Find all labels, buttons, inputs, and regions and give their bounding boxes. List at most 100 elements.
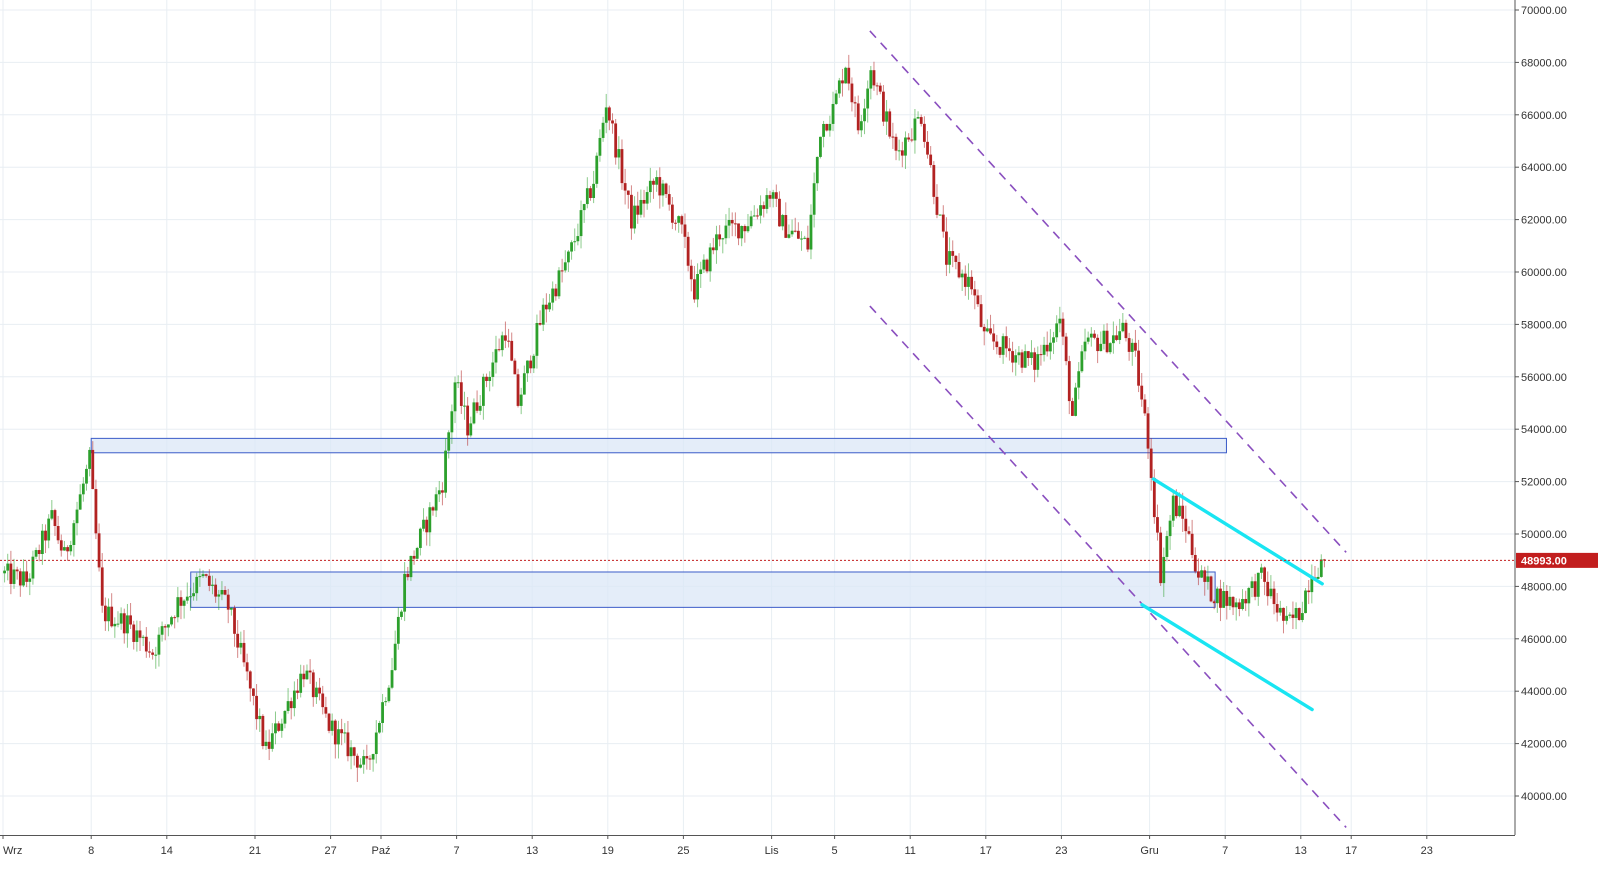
candle-down [850,83,854,103]
candle-down [689,265,693,280]
price-tick-label: 48000.00 [1521,581,1567,593]
candle-up [1102,330,1106,344]
candle-up [1241,598,1244,610]
candle-down [680,216,684,225]
candle-up [195,576,199,594]
candle-down [941,214,945,232]
candle-up [185,596,189,601]
candle-down [144,636,148,652]
candle-up [759,205,762,216]
candle-up [450,411,454,433]
candle-up [481,376,485,406]
candle-down [252,688,255,696]
candle-up [598,137,602,156]
candle-down [1190,533,1194,555]
candle-down [1253,581,1257,597]
candle-up [81,483,85,495]
candle-up [500,335,504,351]
candle-up [1083,341,1087,352]
candle-up [904,137,907,156]
candle-down [1237,602,1241,610]
candle-up [1256,572,1260,597]
candle-up [378,722,381,733]
candle-up [822,123,825,137]
candle-up [765,195,769,209]
candle-down [1187,531,1191,534]
candle-up [815,156,819,184]
price-tick-label: 62000.00 [1521,215,1567,227]
time-tick-label: Paź [372,845,391,857]
candle-up [292,690,296,709]
candle-down [255,695,258,720]
candle-down [412,555,416,559]
candle-up [387,687,391,702]
candle-down [296,690,299,693]
candle-up [264,741,268,747]
candle-up [1080,351,1084,372]
time-tick-label: 27 [324,845,336,857]
candle-down [1272,588,1276,605]
candle-down [507,340,510,342]
candle-up [702,259,706,270]
candle-up [447,432,451,451]
candle-down [1282,607,1285,621]
candle-up [1228,596,1232,606]
candle-up [655,177,659,185]
candle-down [875,85,879,87]
candle-down [1064,336,1068,362]
candle-up [283,710,287,724]
candle-up [967,276,970,287]
candle-up [280,723,284,731]
candle-down [626,190,630,195]
candle-down [44,530,47,541]
candle-down [856,103,860,131]
candle-up [1036,354,1040,370]
candle-up [1058,318,1062,324]
candle-up [305,670,309,680]
candle-down [311,672,315,698]
candle-down [485,376,488,381]
candle-up [1099,343,1103,352]
candle-down [806,237,810,250]
candle-up [157,634,161,655]
candle-up [1269,588,1273,597]
candle-down [365,756,369,759]
price-tick-label: 52000.00 [1521,477,1567,489]
candle-up [229,607,233,610]
candle-up [116,623,120,625]
candle-up [831,103,835,124]
candle-up [1178,505,1181,517]
candle-down [560,270,564,272]
price-tick-label: 54000.00 [1521,424,1567,436]
candle-up [415,547,419,559]
candle-down [529,360,533,369]
time-tick-label: 7 [454,845,460,857]
candle-down [784,215,788,238]
candle-up [595,155,599,184]
candle-up [75,509,79,524]
candle-down [636,205,640,215]
candle-up [551,288,555,303]
candle-up [239,642,243,648]
candle-up [1052,337,1055,343]
candle-up [28,578,32,582]
time-tick-label: 13 [1295,845,1307,857]
candle-down [686,236,690,266]
candle-up [592,183,596,198]
price-tick-label: 60000.00 [1521,267,1567,279]
candle-down [922,123,926,142]
candle-up [220,589,224,595]
candle-up [866,88,870,109]
candle-down [9,563,13,584]
candle-up [463,405,466,407]
trend-lines [869,30,1347,828]
candle-up [746,226,750,232]
time-tick-label: 17 [1345,845,1357,857]
candle-up [170,617,173,625]
candle-down [743,226,747,232]
candle-down [1026,351,1030,358]
candle-up [913,118,917,141]
candle-up [897,150,901,152]
